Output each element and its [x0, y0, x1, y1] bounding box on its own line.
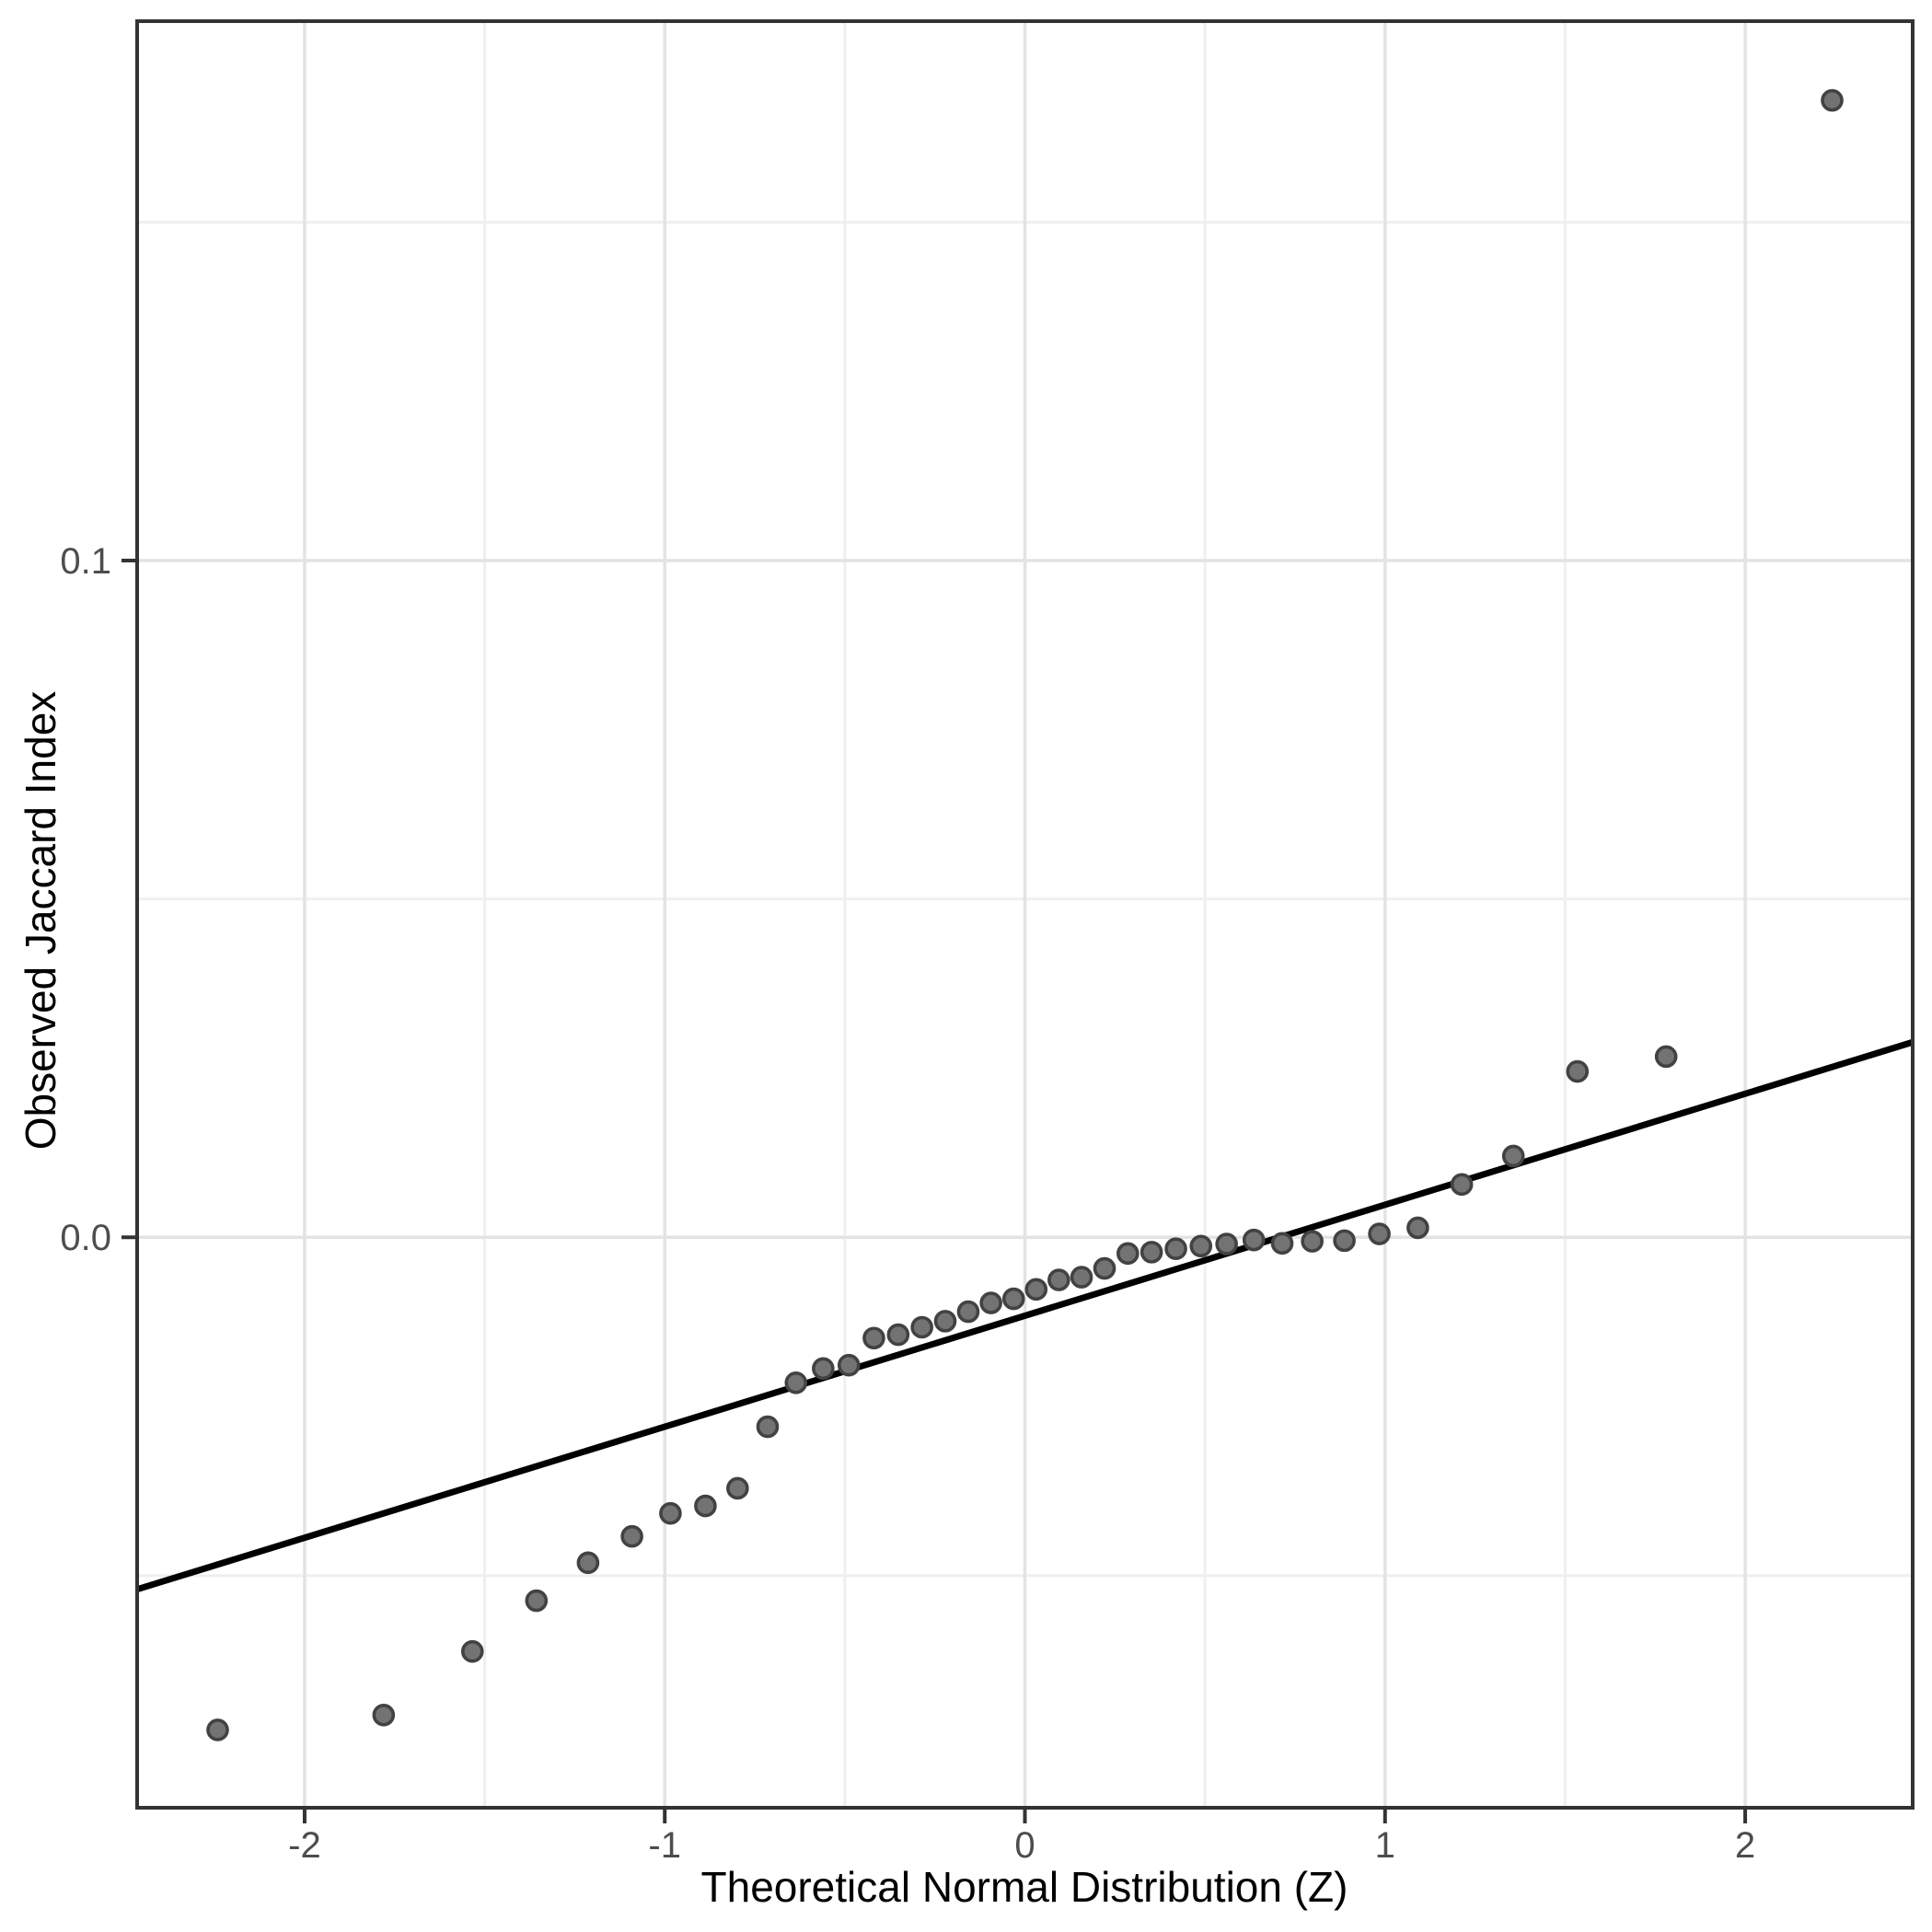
data-point — [1368, 1222, 1391, 1245]
data-point — [1270, 1232, 1294, 1255]
data-point — [576, 1551, 600, 1575]
data-point — [1070, 1266, 1093, 1289]
data-point — [1047, 1268, 1070, 1291]
data-point — [862, 1326, 885, 1350]
data-point — [372, 1703, 396, 1727]
x-tick-label: -2 — [288, 1825, 321, 1866]
data-point — [756, 1415, 780, 1439]
data-point — [694, 1494, 717, 1518]
x-tick-label: 2 — [1735, 1825, 1755, 1866]
data-points-layer — [206, 88, 1844, 1741]
data-point — [206, 1718, 229, 1741]
y-tick-label: 0.1 — [60, 541, 111, 582]
data-point — [1093, 1256, 1116, 1280]
axis-ticks — [121, 558, 1748, 1823]
y-tick-label: 0.0 — [60, 1218, 111, 1258]
x-tick-label: 1 — [1375, 1825, 1395, 1866]
data-point — [910, 1315, 933, 1339]
data-point — [1301, 1230, 1324, 1253]
data-point — [1406, 1216, 1429, 1240]
data-point — [886, 1323, 910, 1347]
data-point — [1001, 1287, 1025, 1311]
data-point — [1140, 1241, 1163, 1264]
data-point — [1189, 1234, 1213, 1258]
data-point — [812, 1357, 835, 1381]
data-point — [837, 1353, 861, 1377]
data-point — [1024, 1278, 1048, 1301]
data-point — [460, 1639, 484, 1663]
data-point — [1654, 1045, 1678, 1069]
data-point — [726, 1476, 749, 1500]
data-point — [620, 1524, 643, 1548]
x-tick-label: 0 — [1014, 1825, 1035, 1866]
axis-tick-labels: -2 -1 0 1 2 0.0 0.1 — [60, 541, 1755, 1866]
data-point — [1164, 1237, 1187, 1261]
data-point — [784, 1371, 808, 1394]
data-point — [979, 1291, 1002, 1314]
data-point — [1821, 88, 1844, 112]
data-point — [1566, 1059, 1590, 1083]
data-point — [1501, 1144, 1525, 1168]
data-point — [1242, 1228, 1266, 1252]
y-axis-title: Observed Jaccard Index — [17, 691, 64, 1151]
x-axis-title: Theoretical Normal Distribution (Z) — [701, 1863, 1348, 1911]
data-point — [1333, 1229, 1356, 1253]
data-point — [956, 1300, 980, 1324]
data-point — [1116, 1242, 1140, 1266]
data-point — [1215, 1232, 1238, 1255]
major-gridlines — [137, 21, 1913, 1808]
data-point — [1450, 1173, 1474, 1197]
x-tick-label: -1 — [648, 1825, 681, 1866]
data-point — [659, 1501, 682, 1525]
data-point — [933, 1310, 957, 1333]
qq-reference-line — [135, 1038, 1915, 1593]
data-point — [525, 1589, 549, 1613]
reference-line-layer — [135, 1038, 1915, 1593]
